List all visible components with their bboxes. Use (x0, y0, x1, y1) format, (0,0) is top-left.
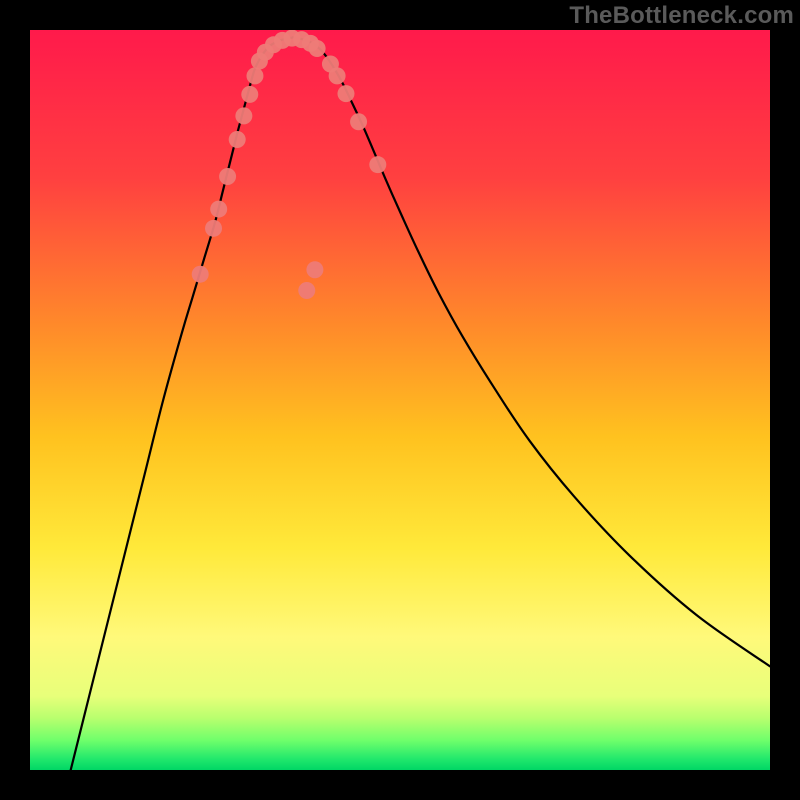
gradient-background (30, 30, 770, 770)
plot-area (30, 30, 770, 770)
data-point (329, 67, 346, 84)
data-point (241, 86, 258, 103)
watermark-text: TheBottleneck.com (569, 2, 794, 30)
data-point (298, 282, 315, 299)
data-point (229, 131, 246, 148)
data-point (369, 156, 386, 173)
data-point (350, 113, 367, 130)
data-point (235, 107, 252, 124)
data-point (210, 201, 227, 218)
data-point (192, 266, 209, 283)
chart-svg (30, 30, 770, 770)
data-point (306, 261, 323, 278)
data-point (205, 220, 222, 237)
data-point (246, 67, 263, 84)
data-point (219, 168, 236, 185)
data-point (337, 85, 354, 102)
data-point (309, 40, 326, 57)
outer-frame: TheBottleneck.com (0, 0, 800, 800)
